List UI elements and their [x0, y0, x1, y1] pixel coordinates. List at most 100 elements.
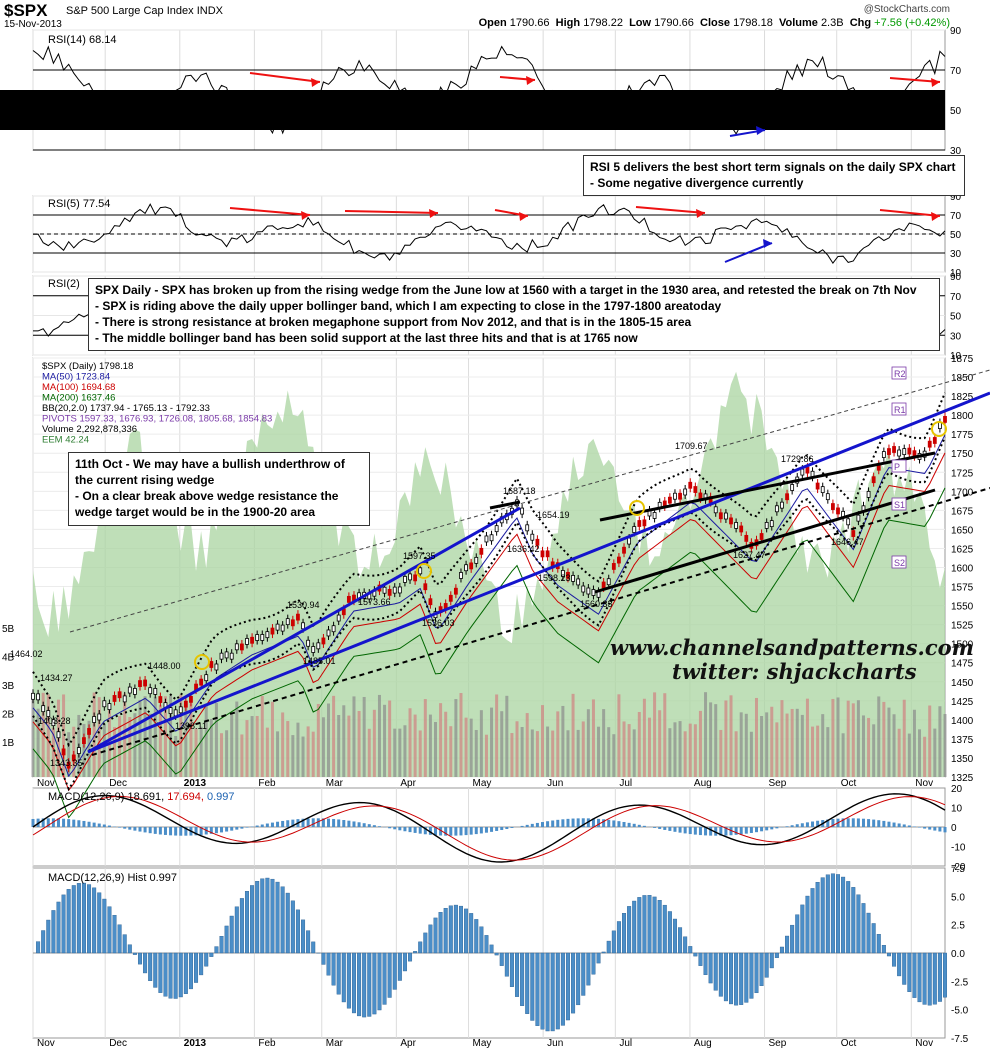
volume-bar [749, 731, 753, 777]
macd-hist-bar [754, 827, 758, 833]
candle-body [693, 486, 698, 493]
volume-bar [377, 694, 381, 777]
candle-body [239, 643, 244, 651]
candle-body [31, 692, 35, 700]
hist-bar [183, 952, 188, 994]
hist-bar [51, 910, 56, 954]
macd-hist-bar [714, 827, 718, 836]
hist-bar [464, 908, 469, 954]
axis-tick-label: 70 [950, 66, 962, 77]
candle-body [474, 556, 479, 564]
macd-hist-bar [561, 819, 565, 827]
hist-bar [148, 952, 153, 982]
macd-hist-bar [683, 827, 687, 834]
macd-hist-bar [327, 818, 331, 827]
ma50-line [32, 434, 946, 778]
macd-tick-label: -10 [951, 843, 966, 854]
candle-body [581, 585, 586, 593]
price-annotation: 1597.35 [403, 551, 436, 561]
hist-bar [392, 952, 397, 990]
hist-bar [800, 904, 805, 954]
candle-body [397, 586, 402, 594]
volume-bar [311, 731, 315, 777]
macd-hist-bar [163, 827, 167, 835]
pivot-box [891, 459, 907, 473]
volume-bar [851, 703, 855, 777]
macd-hist-bar [41, 818, 45, 827]
macd-hist-bar [495, 827, 499, 831]
volume-bar [184, 703, 188, 777]
price-annotation: 1636.42 [507, 544, 540, 554]
candle-body [76, 747, 81, 754]
volume-bar [158, 705, 162, 777]
candle-body [107, 703, 112, 710]
macd-hist-bar [153, 827, 157, 834]
candle-body [346, 595, 351, 603]
volume-bar [520, 727, 524, 777]
hist-bar [744, 952, 749, 1003]
volume-bar [444, 711, 448, 777]
hist-bar [657, 900, 662, 954]
hist-bar [749, 952, 754, 999]
hist-bar [56, 901, 61, 954]
macd-hist-bar [72, 819, 76, 827]
price-legend-item: MA(200) 1637.46 [42, 393, 115, 404]
volume-tick-label: 3B [2, 681, 15, 692]
volume-bar [337, 715, 341, 777]
price-annotation: 1448.00 [148, 661, 181, 671]
macd-hist-bar [642, 825, 646, 827]
macd-hist-bar [92, 822, 96, 827]
candle-body [897, 449, 902, 457]
macd-hist-bar [214, 827, 218, 834]
highlight-circle [416, 563, 432, 579]
macd-hist-bar [566, 818, 570, 827]
volume-bar [607, 727, 611, 777]
candle-body [168, 707, 173, 715]
volume-bar [383, 704, 387, 777]
hist-bar [785, 935, 790, 954]
macd-hist-bar [469, 827, 473, 835]
macd-hist-bar [897, 823, 901, 827]
macd-hist-bar [535, 822, 539, 827]
hist-bar [92, 887, 97, 954]
hist-bar [428, 924, 433, 954]
macd-hist-bar [484, 827, 488, 833]
candle-body [943, 416, 947, 423]
macd-hist-bar [286, 820, 290, 827]
hist-bar [331, 952, 336, 986]
macd-hist-bar [464, 827, 468, 836]
volume-bar [525, 713, 529, 777]
ma100-line [32, 452, 946, 792]
candle-body [178, 706, 183, 714]
candle-body [158, 696, 163, 703]
volume-bar [938, 706, 942, 777]
volume-bar [627, 724, 631, 777]
hist-bar [662, 904, 667, 954]
macd-hist-bar [403, 827, 407, 832]
hist-bar [290, 900, 295, 954]
macd-legend-part: 17.694, [167, 791, 207, 803]
hist-bar [76, 883, 81, 954]
volume-bar [775, 722, 779, 777]
macd-hist-bar [510, 827, 514, 828]
candle-body [836, 507, 840, 515]
price-legend-item: MA(100) 1694.68 [42, 382, 115, 393]
candle-body [815, 482, 820, 490]
candle-body [285, 618, 290, 626]
volume-bar [561, 705, 565, 777]
macd-hist-bar [586, 818, 590, 827]
macd-hist-bar [612, 820, 616, 827]
macd-legend: MACD(12,26,9) 18.691, 17.694, 0.997 [48, 791, 235, 803]
volume-bar [566, 730, 570, 777]
candle-body [744, 534, 749, 542]
price-annotation: 1403.28 [38, 716, 71, 726]
month-label: Feb [258, 1038, 276, 1049]
candle-body [820, 486, 825, 494]
macd-hist-bar [148, 827, 152, 834]
price-tick-label: 1675 [951, 506, 974, 517]
volume-bar [637, 711, 641, 777]
volume-bar [347, 715, 351, 777]
volume-bar [698, 710, 702, 777]
macd-hist-bar [943, 827, 947, 833]
highlight-circle [629, 500, 645, 516]
